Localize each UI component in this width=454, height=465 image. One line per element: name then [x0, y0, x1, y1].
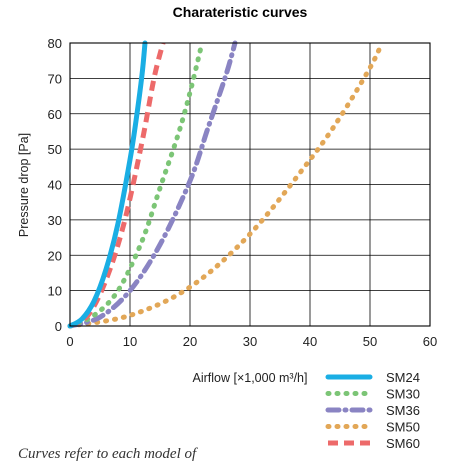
- x-tick-label: 0: [66, 334, 73, 349]
- legend-label-sm36: SM36: [386, 403, 420, 418]
- legend-label-sm30: SM30: [386, 387, 420, 402]
- series-line-sm30: [67, 40, 205, 329]
- y-axis-label: Pressure drop [Pa]: [17, 133, 31, 237]
- y-tick-label: 10: [48, 284, 62, 299]
- chart-title: Charateristic curves: [173, 4, 308, 20]
- y-tick-label: 80: [48, 36, 62, 51]
- legend-label-sm60: SM60: [386, 436, 420, 451]
- chart-tick-labels: 0 10 20 30 40 50 60 0 10 20 30 40 50 60 70 80: [48, 36, 438, 349]
- y-tick-label: 20: [48, 248, 62, 263]
- footnote-text: Curves refer to each model of: [18, 446, 197, 462]
- chart-series-lines: [67, 40, 385, 329]
- x-tick-label: 30: [243, 334, 257, 349]
- y-tick-label: 40: [48, 178, 62, 193]
- series-line-sm50: [67, 40, 385, 329]
- y-tick-label: 70: [48, 71, 62, 86]
- series-line-sm24: [67, 40, 148, 329]
- x-axis-label: Airflow [×1,000 m³/h]: [193, 371, 308, 385]
- y-tick-label: 60: [48, 107, 62, 122]
- x-tick-label: 10: [123, 334, 137, 349]
- x-tick-label: 20: [183, 334, 197, 349]
- legend-label-sm50: SM50: [386, 420, 420, 435]
- legend-label-sm24: SM24: [386, 370, 420, 385]
- y-tick-label: 50: [48, 142, 62, 157]
- chart-gridlines: [69, 42, 431, 327]
- series-line-sm36: [67, 40, 238, 329]
- x-tick-label: 50: [363, 334, 377, 349]
- plot-frame: [69, 42, 431, 327]
- y-tick-label: 30: [48, 213, 62, 228]
- y-tick-label: 0: [55, 319, 62, 334]
- x-tick-label: 40: [303, 334, 317, 349]
- x-tick-label: 60: [423, 334, 437, 349]
